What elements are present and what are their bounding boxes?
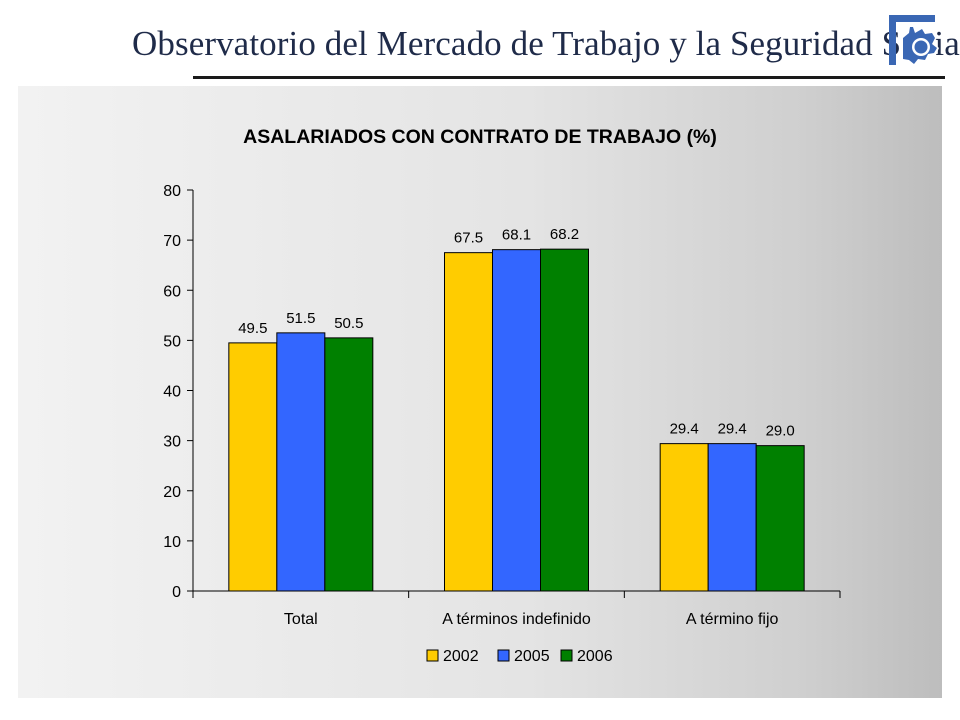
y-tick-label: 80 <box>163 183 181 200</box>
y-tick-label: 20 <box>163 484 181 501</box>
bar <box>228 342 278 592</box>
gear-icon <box>889 15 939 67</box>
bar <box>755 445 805 592</box>
legend-swatch <box>426 649 439 662</box>
y-tick-label: 0 <box>172 584 181 601</box>
data-label: 29.4 <box>718 421 747 438</box>
bar <box>492 249 541 592</box>
data-label: 29.0 <box>766 423 795 440</box>
bar <box>324 337 374 592</box>
page-title: Observatorio del Mercado de Trabajo y la… <box>132 24 960 63</box>
y-tick-label: 10 <box>163 534 181 551</box>
legend-label: 2002 <box>443 648 479 665</box>
data-label: 51.5 <box>286 310 315 327</box>
bar <box>659 443 709 592</box>
data-label: 49.5 <box>238 320 267 337</box>
legend-label: 2005 <box>514 648 550 665</box>
data-label: 67.5 <box>454 230 483 247</box>
chart-title: ASALARIADOS CON CONTRATO DE TRABAJO (%) <box>243 126 717 148</box>
data-label: 50.5 <box>334 315 363 332</box>
y-tick-label: 60 <box>163 283 181 300</box>
y-tick-label: 50 <box>163 333 181 350</box>
x-tick-label: A término fijo <box>686 611 779 628</box>
bar <box>707 443 757 592</box>
bar <box>276 332 326 592</box>
y-tick-label: 30 <box>163 434 181 451</box>
bar <box>540 248 589 592</box>
legend-swatch <box>497 649 510 662</box>
legend-swatch <box>560 649 573 662</box>
y-tick-label: 70 <box>163 233 181 250</box>
y-tick-label: 40 <box>163 384 181 401</box>
data-label: 68.2 <box>550 226 579 243</box>
legend-label: 2006 <box>577 648 613 665</box>
header-divider <box>193 76 945 79</box>
x-tick-label: A términos indefinido <box>442 611 591 628</box>
data-label: 29.4 <box>670 421 699 438</box>
x-tick-label: Total <box>284 611 318 628</box>
data-label: 68.1 <box>502 227 531 244</box>
bar <box>444 252 493 592</box>
